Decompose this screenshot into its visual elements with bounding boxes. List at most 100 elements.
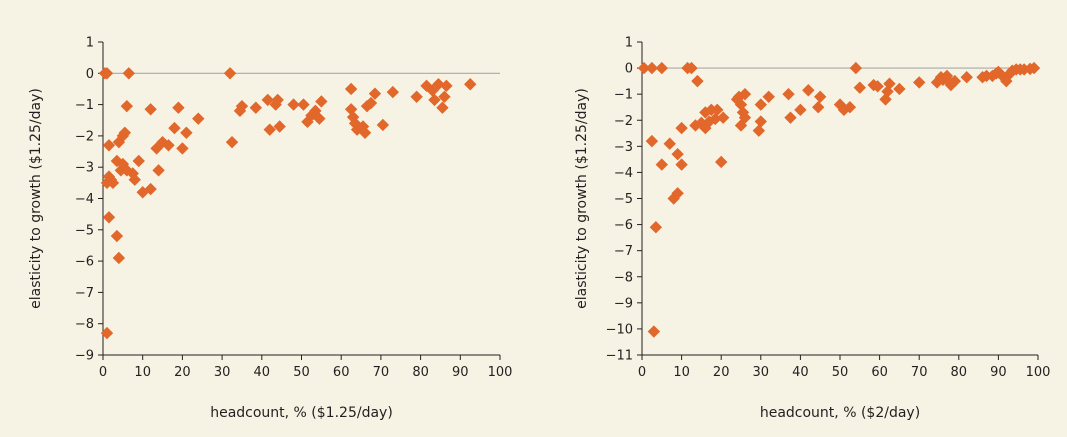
scatter-point: [168, 121, 181, 135]
scatter-point: [112, 251, 126, 265]
scatter-point: [782, 87, 795, 101]
x-tick-label: 100: [1026, 365, 1051, 380]
scatter-point: [376, 118, 390, 132]
scatter-point: [273, 120, 286, 133]
scatter-point: [128, 173, 141, 186]
scatter-point: [152, 164, 165, 177]
scatter-point: [762, 90, 775, 103]
y-tick-label: 1: [86, 36, 94, 51]
scatter-point: [287, 98, 300, 111]
scatter-point: [100, 67, 114, 80]
scatter-chart-left: 10−1−2−3−4−5−6−7−8−90 10 20 30 40 50 60 70 80 90 1…: [28, 36, 512, 422]
y-tick-label: −1: [614, 88, 633, 103]
scatter-point: [675, 121, 688, 135]
y-tick-label: −6: [75, 255, 94, 270]
scatter-point: [655, 61, 668, 75]
x-tick-label: 100: [488, 365, 513, 380]
y-axis-title: elasticity to growth ($1.25/day): [574, 88, 590, 309]
y-tick-label: −2: [75, 129, 94, 144]
scatter-point: [843, 101, 857, 114]
scatter-point: [102, 211, 116, 224]
scatter-point: [709, 112, 722, 126]
scatter-point: [192, 112, 205, 125]
y-tick-label: 0: [625, 62, 633, 77]
y-tick-label: −10: [606, 322, 633, 337]
scatter-point: [368, 87, 382, 100]
y-tick-label: −11: [606, 349, 633, 364]
scatter-point: [637, 61, 651, 75]
scatter-point: [948, 74, 962, 88]
x-tick-label: 60: [333, 365, 350, 380]
scatter-point: [358, 126, 372, 139]
scatter-point: [172, 101, 185, 114]
scatter-point: [144, 182, 157, 196]
scatter-point: [271, 93, 284, 107]
scatter-point: [675, 158, 688, 171]
scatter-point: [893, 82, 906, 96]
scatter-point: [849, 61, 863, 75]
scatter-point: [233, 104, 247, 118]
scatter-point: [364, 96, 378, 110]
scatter-point: [436, 101, 449, 114]
scatter-point: [386, 85, 400, 99]
x-tick-label: 10: [673, 365, 690, 380]
x-tick-label: 50: [293, 365, 310, 380]
scatter-point: [110, 229, 124, 243]
scatter-point: [464, 78, 477, 91]
scatter-point: [930, 76, 944, 89]
scatter-point: [881, 85, 894, 98]
scatter-point: [715, 155, 728, 169]
scatter-point: [344, 82, 358, 96]
scatter-point: [180, 126, 193, 139]
scatter-point: [695, 116, 708, 130]
scatter-point: [106, 176, 120, 190]
scatter-point: [100, 326, 114, 340]
y-tick-label: −3: [614, 140, 633, 155]
scatter-point: [225, 135, 239, 149]
scatter-point: [1000, 74, 1013, 88]
scatter-point: [960, 71, 973, 84]
scatter-point: [685, 61, 698, 75]
scatter-point: [691, 74, 704, 88]
y-tick-label: −8: [75, 317, 94, 332]
scatter-point: [853, 81, 866, 94]
x-tick-label: 20: [713, 365, 730, 380]
scatter-point: [738, 111, 752, 124]
y-tick-label: −3: [75, 161, 94, 176]
y-tick-label: −1: [75, 98, 94, 113]
y-tick-label: 0: [86, 67, 94, 82]
scatter-point: [871, 80, 884, 93]
scatter-point: [162, 139, 175, 152]
scatter-point: [671, 147, 684, 161]
x-tick-label: 10: [134, 365, 151, 380]
scatter-point: [663, 137, 676, 150]
scatter-point: [249, 101, 263, 114]
x-axis-title: headcount, % ($2/day): [760, 405, 920, 421]
x-axis-title: headcount, % ($1.25/day): [210, 405, 393, 421]
scatter-point: [703, 115, 716, 128]
scatter-point: [428, 93, 441, 107]
scatter-point: [649, 220, 663, 234]
x-tick-label: 50: [832, 365, 849, 380]
x-tick-label: 30: [214, 365, 231, 380]
scatter-point: [913, 76, 926, 89]
scatter-point: [261, 93, 274, 107]
x-tick-label: 90: [452, 365, 469, 380]
x-tick-label: 40: [254, 365, 271, 380]
scatter-point: [711, 103, 724, 117]
scatter-point: [313, 112, 326, 125]
scatter-point: [802, 84, 815, 97]
scatter-point: [645, 134, 659, 148]
y-tick-label: −8: [614, 270, 633, 285]
y-tick-label: −4: [614, 166, 633, 181]
scatter-point: [754, 115, 767, 128]
scatter-point: [122, 67, 136, 80]
scatter-point: [235, 99, 249, 113]
scatter-point: [120, 99, 134, 113]
scatter-point: [883, 77, 896, 90]
scatter-point: [223, 67, 237, 80]
scatter-point: [176, 142, 189, 155]
scatter-point: [301, 115, 314, 129]
scatter-point: [814, 90, 827, 103]
y-tick-label: −9: [614, 296, 633, 311]
